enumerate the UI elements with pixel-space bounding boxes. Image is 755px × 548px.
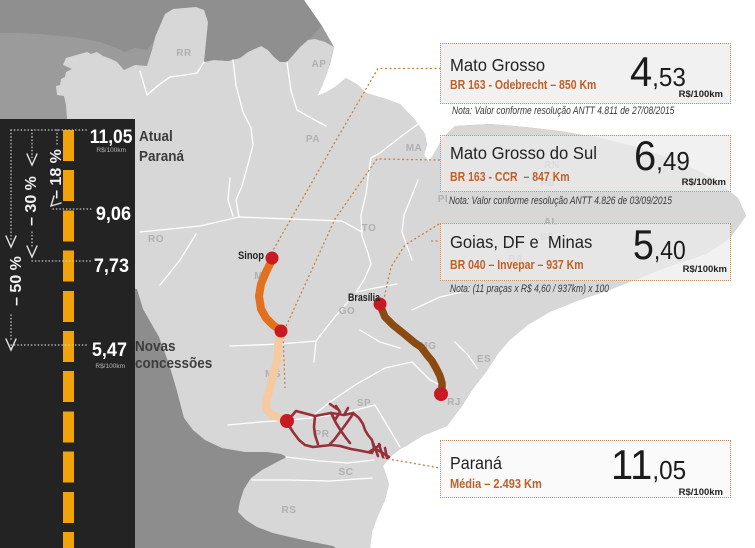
svg-text:MG: MG	[419, 341, 436, 352]
svg-text:RO: RO	[148, 234, 164, 245]
svg-text:PR: PR	[315, 429, 330, 440]
svg-text:PA: PA	[306, 134, 320, 145]
svg-text:PI: PI	[438, 194, 448, 205]
svg-text:AL: AL	[544, 217, 558, 228]
svg-text:AP: AP	[312, 59, 327, 70]
svg-text:SC: SC	[339, 467, 354, 478]
svg-text:RR: RR	[176, 48, 192, 59]
svg-text:Brasília: Brasília	[348, 292, 381, 304]
svg-text:GO: GO	[339, 306, 356, 317]
svg-text:Sinop: Sinop	[238, 250, 264, 262]
svg-text:RS: RS	[282, 505, 297, 516]
svg-text:SP: SP	[357, 398, 371, 409]
svg-text:RJ: RJ	[447, 397, 461, 408]
svg-text:MA: MA	[406, 143, 423, 154]
svg-text:TO: TO	[362, 223, 377, 234]
svg-text:ES: ES	[477, 354, 491, 365]
